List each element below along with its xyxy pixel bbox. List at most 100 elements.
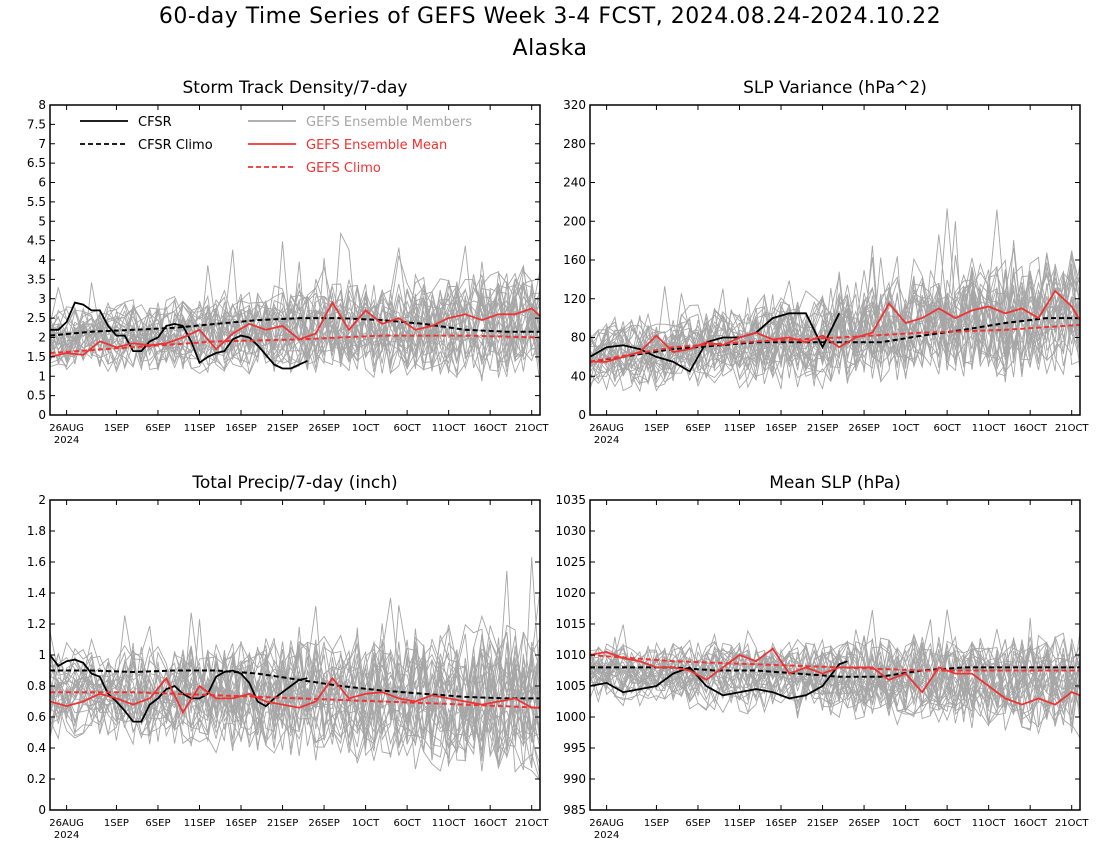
ensemble-member-line [50, 288, 540, 377]
x-tick-label: 6SEP [685, 818, 710, 829]
y-tick-label: 5.5 [27, 195, 46, 209]
series-cfsr [590, 660, 848, 700]
ensemble-member-line [590, 640, 1080, 715]
page-subtitle: Alaska [512, 36, 588, 61]
series-cfsr [590, 312, 841, 373]
panel-4: Mean SLP (hPa) 985 990 995 1000 1005 1010 1015 1… [555, 473, 1089, 841]
y-tick-label: 2 [38, 331, 46, 345]
ensemble-member-line [590, 644, 1080, 730]
y-tick-label: 1015 [555, 617, 586, 631]
y-tick-label: 0.6 [27, 710, 46, 724]
y-tick-label: 200 [563, 214, 586, 228]
ensemble-member-line [50, 589, 540, 751]
x-tick-label: 6OCT [933, 423, 961, 434]
y-tick-label: 990 [563, 772, 586, 786]
ensemble-member-line [50, 231, 540, 354]
panel-title: Mean SLP (hPa) [769, 473, 901, 493]
panel-title: SLP Variance (hPa^2) [743, 78, 927, 98]
ensemble-member-line [590, 275, 1080, 383]
x-tick-label: 11SEP [724, 423, 755, 434]
x-tick-label: 26AUG [49, 818, 84, 829]
x-tick-label: 11OCT [972, 423, 1007, 434]
x-tick-label: 26AUG [589, 818, 624, 829]
x-tick-label: 6OCT [393, 818, 421, 829]
legend-label: CFSR Climo [138, 138, 213, 153]
x-tick-label: 21OCT [1055, 818, 1090, 829]
ensemble-member-line [50, 656, 540, 782]
x-tick-label: 11SEP [184, 423, 215, 434]
x-tick-label: 16SEP [225, 818, 256, 829]
x-tick-label: 26SEP [308, 818, 339, 829]
panel-1: Storm Track Density/7-day 0 0.5 1 1.5 2 2.5 3 3.… [27, 78, 550, 446]
y-tick-label: 5 [38, 214, 46, 228]
panel-2: SLP Variance (hPa^2) 0 40 80 120 160 200 240 280… [563, 78, 1089, 446]
y-tick-label: 995 [563, 741, 586, 755]
x-tick-label: 26SEP [848, 818, 879, 829]
x-tick-label: 21SEP [267, 818, 298, 829]
x-year-label: 2024 [54, 830, 79, 841]
x-tick-label: 26SEP [308, 423, 339, 434]
y-tick-label: 1030 [555, 524, 586, 538]
legend-label: GEFS Climo [306, 161, 381, 176]
y-tick-label: 1035 [555, 493, 586, 507]
y-tick-label: 0 [38, 803, 46, 817]
x-tick-label: 11SEP [724, 818, 755, 829]
y-tick-label: 1.4 [27, 586, 46, 600]
y-tick-label: 4 [38, 253, 46, 267]
y-tick-label: 1000 [555, 710, 586, 724]
x-tick-label: 6SEP [145, 818, 170, 829]
y-tick-label: 240 [563, 176, 586, 190]
y-tick-label: 3.5 [27, 272, 46, 286]
x-tick-label: 1SEP [104, 818, 129, 829]
x-tick-label: 26AUG [49, 423, 84, 434]
x-tick-label: 16SEP [765, 423, 796, 434]
x-tick-label: 16SEP [765, 818, 796, 829]
y-tick-label: 1020 [555, 586, 586, 600]
x-tick-label: 1OCT [352, 423, 380, 434]
x-tick-label: 16OCT [1013, 818, 1048, 829]
legend: CFSR CFSR Climo GEFS Ensemble Members GEFS … [80, 115, 472, 176]
x-tick-label: 16OCT [473, 818, 508, 829]
x-tick-label: 21OCT [1055, 423, 1090, 434]
ensemble-member-line [590, 632, 1080, 707]
y-tick-label: 3 [38, 292, 46, 306]
series-cfsr-climo [590, 317, 1080, 363]
series-cfsr-climo [50, 669, 540, 700]
y-tick-label: 2.5 [27, 311, 46, 325]
x-year-label: 2024 [594, 435, 619, 446]
x-tick-label: 16OCT [473, 423, 508, 434]
y-tick-label: 320 [563, 98, 586, 112]
y-tick-label: 280 [563, 137, 586, 151]
x-tick-label: 11OCT [432, 423, 467, 434]
x-tick-label: 21SEP [267, 423, 298, 434]
x-tick-label: 11OCT [972, 818, 1007, 829]
y-tick-label: 8 [38, 98, 46, 112]
x-tick-label: 6SEP [145, 423, 170, 434]
ensemble-member-line [50, 270, 540, 357]
ensemble-member-line [590, 275, 1080, 374]
y-tick-label: 1010 [555, 648, 586, 662]
series-cfsr [50, 301, 308, 370]
plot-area [50, 231, 540, 383]
x-tick-label: 21SEP [807, 818, 838, 829]
x-year-label: 2024 [594, 830, 619, 841]
ensemble-member-line [590, 257, 1080, 370]
y-tick-label: 1.6 [27, 555, 46, 569]
y-tick-label: 0 [38, 408, 46, 422]
y-tick-label: 120 [563, 292, 586, 306]
y-tick-label: 985 [563, 803, 586, 817]
ensemble-member-line [590, 609, 1080, 720]
ensemble-member-line [50, 623, 540, 772]
x-tick-label: 26SEP [848, 423, 879, 434]
x-tick-label: 1OCT [892, 423, 920, 434]
y-tick-label: 1005 [555, 679, 586, 693]
series-cfsr [50, 654, 308, 723]
x-tick-label: 1SEP [104, 423, 129, 434]
y-tick-label: 1.2 [27, 617, 46, 631]
plot-area [50, 557, 540, 782]
y-tick-label: 4.5 [27, 234, 46, 248]
y-tick-label: 0.4 [27, 741, 46, 755]
y-tick-label: 1 [38, 369, 46, 383]
panel-title: Storm Track Density/7-day [183, 78, 408, 98]
ensemble-member-line [590, 639, 1080, 715]
